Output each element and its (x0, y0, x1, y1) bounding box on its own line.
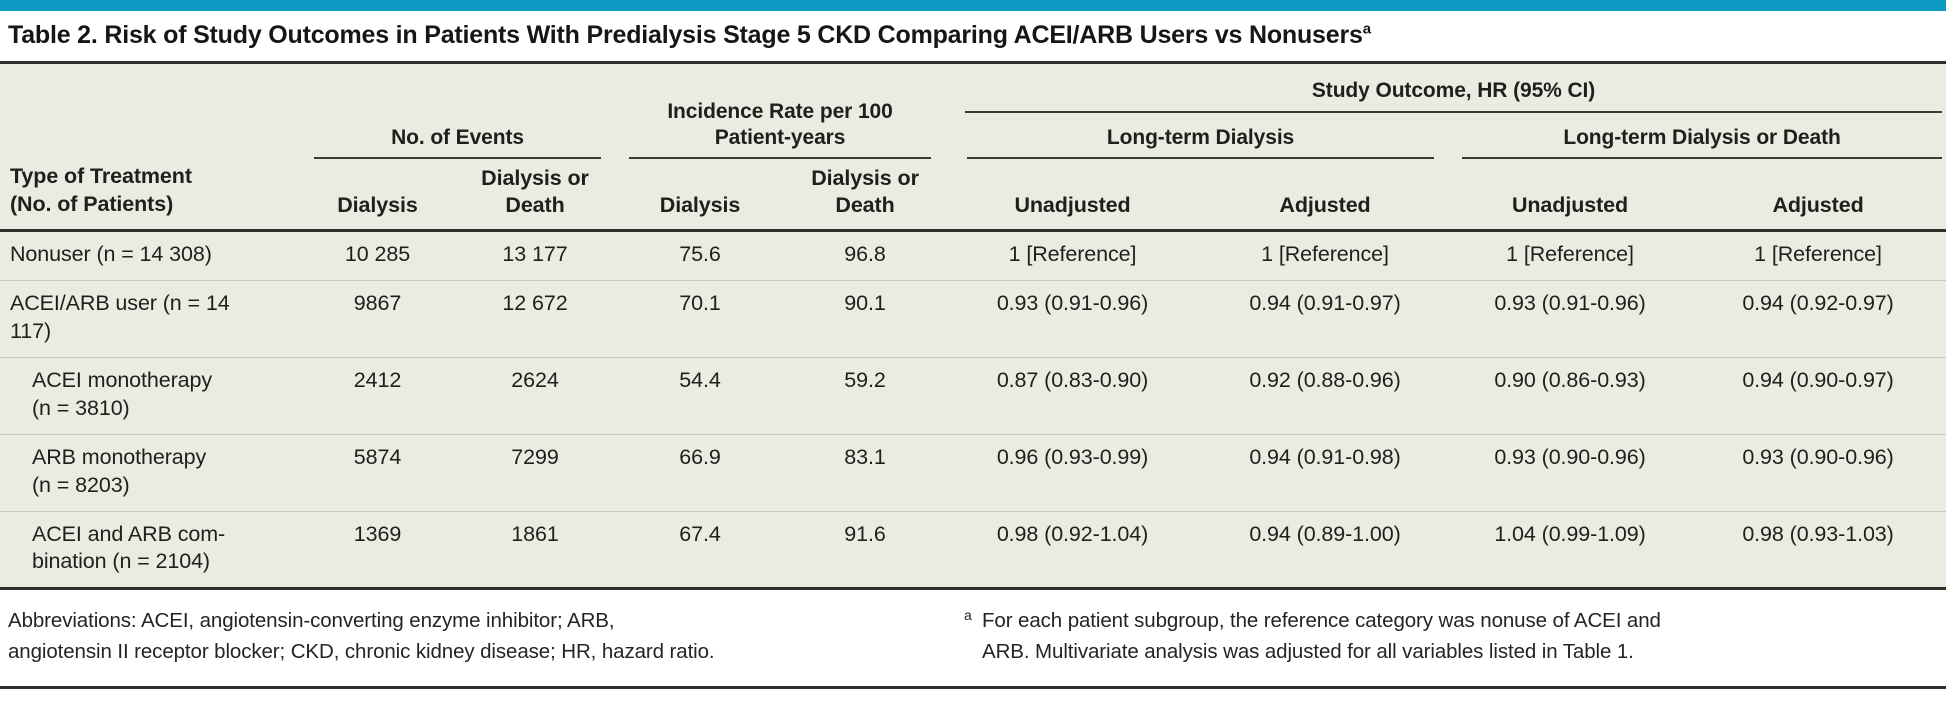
group-header-long-term-dialysis: Long-term Dialysis (945, 113, 1450, 160)
group-header-incidence-rate-label: Incidence Rate per 100 Patient-years (629, 99, 932, 160)
column-header-dialysis-or-death-events: Dialysis or Death (481, 166, 589, 218)
group-header-long-term-dialysis-label: Long-term Dialysis (967, 125, 1435, 160)
value-cell: 67.4 (679, 521, 721, 546)
value-cell: 0.94 (0.90-0.97) (1742, 367, 1894, 392)
value-cell: 0.94 (0.89-1.00) (1249, 521, 1401, 546)
header-row-outcome-subgroups: Long-term Dialysis Long-term Dialysis or… (0, 113, 1946, 160)
group-header-incidence-rate: Incidence Rate per 100 Patient-years (615, 64, 945, 160)
value-cell: 0.94 (0.91-0.97) (1249, 290, 1401, 315)
column-header-dialysis-events: Dialysis (337, 193, 418, 218)
title-footnote-marker: a (1362, 20, 1371, 38)
column-header-dialysis-or-death-incidence: Dialysis or Death (811, 166, 919, 218)
value-cell: 12 672 (502, 290, 568, 315)
column-header-type-of-treatment: Type of Treatment (No. of Patients) (10, 164, 192, 217)
value-cell: 10 285 (344, 241, 411, 266)
title-divider-rule (0, 61, 1946, 64)
value-cell: 0.93 (0.91-0.96) (1494, 290, 1646, 315)
value-cell: 66.9 (679, 444, 721, 469)
title-band: Table 2. Risk of Study Outcomes in Patie… (0, 11, 1946, 61)
group-header-no-of-events: No. of Events (300, 64, 615, 160)
value-cell: 54.4 (679, 367, 721, 392)
value-cell: 1 [Reference] (1261, 241, 1389, 266)
group-header-study-outcome: Study Outcome, HR (95% CI) (945, 64, 1946, 113)
value-cell: 0.87 (0.83-0.90) (996, 367, 1149, 392)
treatment-label: ACEI and ARB com- bination (n = 2104) (32, 521, 226, 574)
value-cell: 1861 (511, 521, 559, 546)
value-cell: 0.98 (0.92-1.04) (996, 521, 1149, 546)
header-row-columns: Dialysis Dialysis or Death Dialysis Dial… (0, 159, 1946, 230)
value-cell: 7299 (511, 444, 559, 469)
value-cell: 96.8 (844, 241, 886, 266)
outcomes-table: Type of Treatment (No. of Patients) No. … (0, 64, 1946, 587)
treatment-label: Nonuser (n = 14 308) (10, 241, 212, 266)
table-title-text: Table 2. Risk of Study Outcomes in Patie… (8, 21, 1363, 49)
accent-bar (0, 0, 1946, 11)
value-cell: 0.93 (0.91-0.96) (996, 290, 1149, 315)
group-header-study-outcome-label: Study Outcome, HR (95% CI) (965, 78, 1943, 113)
table-row: ACEI monotherapy (n = 3810) 2412 2624 54.4 5… (0, 357, 1946, 434)
column-header-dialysis-incidence: Dialysis (659, 193, 741, 218)
table-footer: Abbreviations: ACEI, angiotensin-convert… (0, 590, 1946, 687)
table-row: Nonuser (n = 14 308) 10 285 13 177 75.6 96.8… (0, 230, 1946, 280)
group-header-long-term-dialysis-or-death-label: Long-term Dialysis or Death (1462, 125, 1943, 160)
table-row: ACEI and ARB com- bination (n = 2104) 136… (0, 511, 1946, 587)
table-title: Table 2. Risk of Study Outcomes in Patie… (8, 21, 1938, 50)
header-row-groups: Type of Treatment (No. of Patients) No. … (0, 64, 1946, 216)
treatment-label: ACEI monotherapy (n = 3810) (32, 367, 213, 420)
value-cell: 9867 (353, 290, 402, 315)
table-row: ACEI/ARB user (n = 14 117) 9867 12 672 70.1… (0, 280, 1946, 357)
value-cell: 0.94 (0.92-0.97) (1742, 290, 1894, 315)
value-cell: 90.1 (844, 290, 886, 315)
value-cell: 2624 (511, 367, 559, 392)
value-cell: 0.96 (0.93-0.99) (996, 444, 1149, 469)
bottom-rule (0, 686, 1946, 690)
column-header-adjusted-ltd: Adjusted (1279, 193, 1371, 218)
value-cell: 5874 (353, 444, 402, 469)
value-cell: 0.94 (0.91-0.98) (1249, 444, 1401, 469)
value-cell: 75.6 (679, 241, 721, 266)
value-cell: 59.2 (844, 367, 886, 392)
column-header-adjusted-ltdd: Adjusted (1772, 193, 1864, 218)
value-cell: 91.6 (844, 521, 886, 546)
group-header-long-term-dialysis-or-death: Long-term Dialysis or Death (1450, 113, 1946, 160)
value-cell: 0.92 (0.88-0.96) (1249, 367, 1401, 392)
value-cell: 1 [Reference] (1506, 241, 1634, 266)
value-cell: 1.04 (0.99-1.09) (1494, 521, 1646, 546)
value-cell: 1369 (353, 521, 402, 546)
value-cell: 1 [Reference] (1754, 241, 1882, 266)
value-cell: 2412 (353, 367, 402, 392)
value-cell: 70.1 (679, 290, 721, 315)
table-header: Type of Treatment (No. of Patients) No. … (0, 64, 1946, 231)
footnote-a: a For each patient subgroup, the referenc… (958, 606, 1938, 672)
value-cell: 13 177 (502, 241, 568, 266)
value-cell: 0.93 (0.90-0.96) (1742, 444, 1894, 469)
treatment-label: ARB monotherapy (n = 8203) (32, 444, 207, 497)
column-header-unadjusted-ltdd: Unadjusted (1511, 193, 1629, 218)
group-header-no-of-events-label: No. of Events (314, 125, 602, 160)
value-cell: 0.93 (0.90-0.96) (1494, 444, 1646, 469)
value-cell: 1 [Reference] (1008, 241, 1137, 266)
value-cell: 0.90 (0.86-0.93) (1494, 367, 1646, 392)
table-row: ARB monotherapy (n = 8203) 5874 7299 66.9 83… (0, 434, 1946, 511)
abbreviations-note: Abbreviations: ACEI, angiotensin-convert… (8, 609, 715, 664)
value-cell: 83.1 (844, 444, 886, 469)
footnote-a-text: For each patient subgroup, the reference… (982, 609, 1661, 664)
column-header-unadjusted-ltd: Unadjusted (1014, 193, 1131, 218)
footnote-a-marker: a (964, 607, 972, 624)
treatment-label: ACEI/ARB user (n = 14 117) (10, 290, 230, 343)
outcomes-table-container: Type of Treatment (No. of Patients) No. … (0, 64, 1946, 591)
table-body: Nonuser (n = 14 308) 10 285 13 177 75.6 96.8… (0, 230, 1946, 587)
value-cell: 0.98 (0.93-1.03) (1742, 521, 1894, 546)
